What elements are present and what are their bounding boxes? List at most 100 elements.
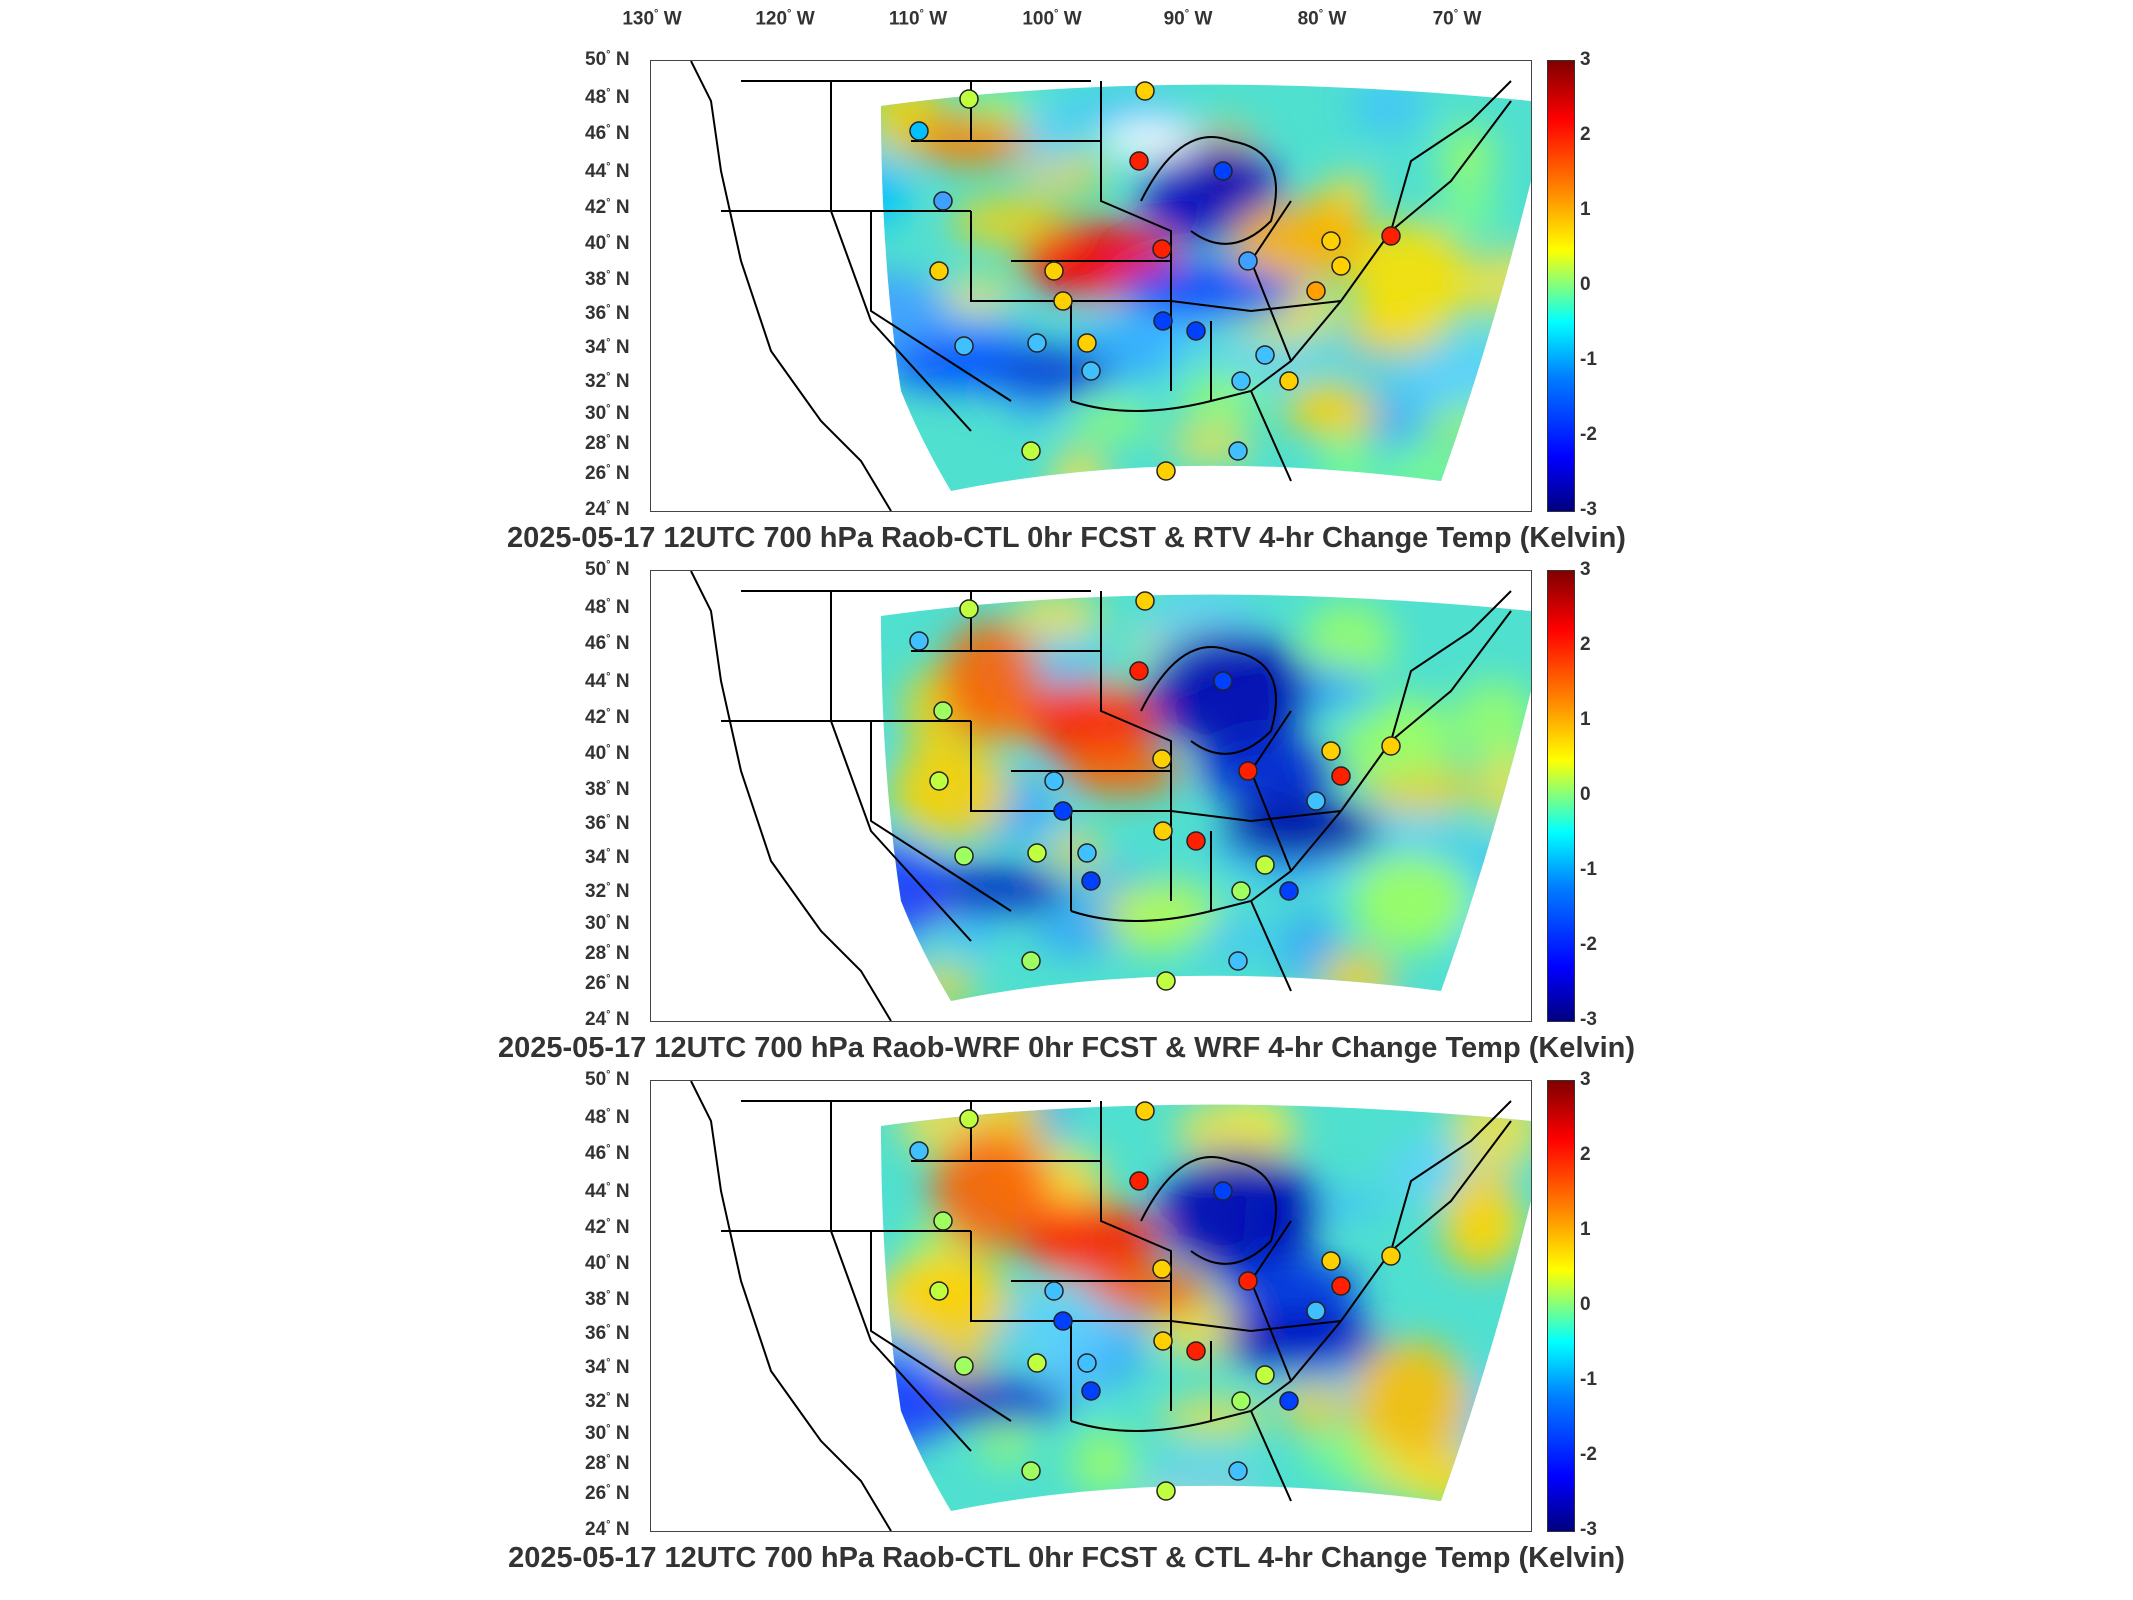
colorbar-tick-label: -3	[1580, 1009, 1597, 1030]
lat-label: 28° N	[585, 432, 630, 455]
map-panel-2: 2025-05-17 12UTC 700 hPa Raob-WRF 0hr FC…	[0, 559, 2133, 1080]
panel-title: 2025-05-17 12UTC 700 hPa Raob-CTL 0hr FC…	[507, 522, 1626, 554]
boundary-line	[721, 81, 972, 432]
raob-station-marker	[1152, 1259, 1172, 1279]
raob-station-marker	[1186, 321, 1206, 341]
temperature-map	[650, 60, 1532, 512]
lat-label: 26° N	[585, 972, 630, 995]
raob-station-marker	[1306, 791, 1326, 811]
raob-station-marker	[1255, 1365, 1275, 1385]
boundary-line	[1390, 590, 1512, 742]
raob-station-marker	[909, 631, 929, 651]
raob-station-marker	[1044, 1281, 1064, 1301]
raob-station-marker	[1053, 291, 1073, 311]
field-blob	[1451, 680, 1531, 762]
raob-station-marker	[1238, 251, 1258, 271]
field-blob	[991, 346, 1111, 396]
lat-label: 42° N	[585, 196, 630, 219]
raob-station-marker	[933, 1211, 953, 1231]
field-blob	[881, 937, 931, 1000]
raob-station-marker	[1081, 871, 1101, 891]
raob-station-marker	[1255, 345, 1275, 365]
boundary-line	[721, 1101, 972, 1452]
field-blob	[1351, 851, 1471, 951]
raob-station-marker	[1044, 261, 1064, 281]
raob-station-marker	[929, 771, 949, 791]
raob-station-marker	[1081, 1381, 1101, 1401]
boundary-line	[690, 61, 892, 511]
colorbar-tick-label: 2	[1580, 124, 1591, 145]
lat-label: 34° N	[585, 336, 630, 359]
lon-label: 80° W	[1297, 8, 1347, 30]
lat-label: 50° N	[585, 1068, 630, 1091]
field-blob	[1221, 1311, 1381, 1371]
lat-label: 30° N	[585, 402, 630, 425]
raob-station-marker	[1238, 761, 1258, 781]
boundary-line	[721, 591, 972, 942]
field-blob	[1151, 631, 1311, 751]
boundary-line	[1390, 80, 1512, 232]
field-blob	[1439, 188, 1499, 232]
boundary-line	[1070, 610, 1512, 922]
raob-station-marker	[1021, 441, 1041, 461]
boundary-lines	[690, 571, 1512, 1021]
raob-station-marker	[1321, 1251, 1341, 1271]
field-blob	[1404, 338, 1531, 414]
colorbar	[1547, 570, 1575, 1022]
field-blob	[891, 1251, 1011, 1351]
raob-station-marker	[1129, 151, 1149, 171]
lat-label: 40° N	[585, 1252, 630, 1275]
raob-station-marker	[1135, 591, 1155, 611]
colorbar-tick-label: -1	[1580, 859, 1597, 880]
lat-label: 24° N	[585, 498, 630, 521]
raob-station-marker	[959, 599, 979, 619]
boundary-line	[870, 721, 1012, 912]
boundary-line	[1011, 260, 1172, 401]
field-blob	[1101, 121, 1201, 161]
lat-label: 34° N	[585, 1356, 630, 1379]
boundary-lines	[690, 1081, 1512, 1531]
field-blob	[1021, 681, 1161, 761]
boundary-line	[911, 650, 1252, 822]
raob-station-marker	[929, 261, 949, 281]
lat-label: 44° N	[585, 670, 630, 693]
lat-label: 48° N	[585, 596, 630, 619]
raob-station-marker	[1027, 1353, 1047, 1373]
colorbar-tick-label: 0	[1580, 1294, 1591, 1315]
raob-station-marker	[1238, 1271, 1258, 1291]
raob-station-marker	[1279, 1391, 1299, 1411]
boundary-line	[1070, 1120, 1512, 1432]
raob-station-marker	[1306, 1301, 1326, 1321]
lat-label: 34° N	[585, 846, 630, 869]
raob-station-marker	[954, 846, 974, 866]
raob-station-marker	[1331, 256, 1351, 276]
temperature-map	[650, 1080, 1532, 1532]
raob-station-marker	[1027, 843, 1047, 863]
raob-station-marker	[1077, 843, 1097, 863]
field-blob	[1141, 141, 1281, 241]
raob-station-marker	[1044, 771, 1064, 791]
field-blob	[1070, 1427, 1137, 1497]
colorbar-tick-label: 3	[1580, 49, 1591, 70]
lat-label: 40° N	[585, 742, 630, 765]
boundary-line	[1390, 1100, 1512, 1252]
lon-label: 70° W	[1432, 8, 1482, 30]
lat-label: 46° N	[585, 1142, 630, 1165]
raob-station-marker	[909, 121, 929, 141]
field-blob	[1074, 404, 1152, 439]
raob-station-marker	[1156, 1481, 1176, 1501]
field-blob	[1021, 1201, 1161, 1281]
colorbar	[1547, 1080, 1575, 1532]
lat-label: 50° N	[585, 48, 630, 71]
colorbar-tick-label: 1	[1580, 1219, 1591, 1240]
field-blob	[1180, 374, 1264, 420]
raob-station-marker	[1213, 1181, 1233, 1201]
raob-station-marker	[929, 1281, 949, 1301]
field-blob	[1175, 1104, 1299, 1167]
raob-station-marker	[1231, 371, 1251, 391]
lon-label: 130° W	[622, 8, 682, 30]
lat-label: 36° N	[585, 1322, 630, 1345]
panel-title: 2025-05-17 12UTC 700 hPa Raob-CTL 0hr FC…	[508, 1542, 1625, 1574]
boundary-line	[690, 571, 892, 1021]
lon-label: 120° W	[755, 8, 815, 30]
